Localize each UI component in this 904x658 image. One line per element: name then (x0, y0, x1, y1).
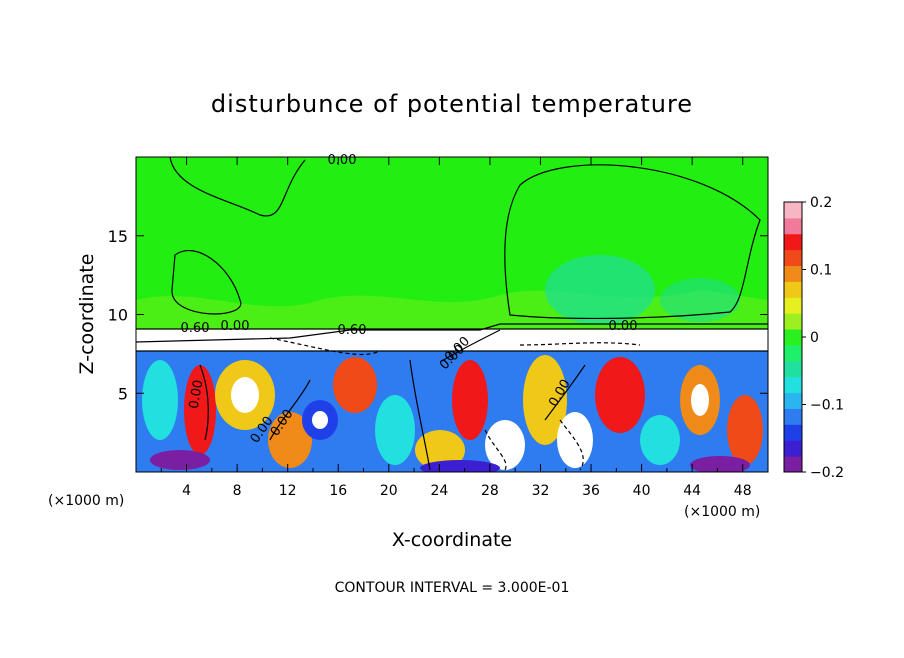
cool-patch-2 (660, 278, 740, 322)
x-tick-label: 20 (380, 483, 398, 499)
colorbar-swatch (784, 360, 802, 378)
x-tick-label: 8 (233, 483, 242, 499)
y-tick-label: 10 (108, 306, 128, 325)
colorbar-swatch (784, 329, 802, 346)
colorbar-swatch (784, 392, 802, 409)
colorbar-swatch (784, 265, 802, 282)
x-tick-label: 12 (279, 483, 297, 499)
y-tick-label: 5 (118, 384, 128, 403)
x-tick-label: 24 (430, 483, 448, 499)
y-axis-label: Z-coordinate (76, 254, 98, 375)
colorbar-swatch (784, 408, 802, 425)
y-tick-label: 15 (108, 227, 128, 246)
colorbar-swatch (784, 249, 802, 267)
contour-interval-footer: CONTOUR INTERVAL = 3.000E-01 (335, 580, 570, 596)
x-tick-label: 48 (734, 483, 752, 499)
x-tick-label: 32 (532, 483, 550, 499)
x-unit-right: (×1000 m) (684, 504, 760, 520)
colorbar-swatch (784, 344, 802, 362)
contour-label: 0.00 (221, 319, 250, 334)
colorbar-swatch (784, 281, 802, 298)
x-tick-label: 40 (633, 483, 651, 499)
inversion-band (136, 329, 768, 351)
plot-area (136, 157, 768, 472)
colorbar: 0.2 0.1 0 −0.1 −0.2 (783, 195, 844, 481)
cool-patch (545, 255, 655, 325)
turbulence-blobs (142, 355, 763, 472)
x-tick-label: 36 (582, 483, 600, 499)
contour-label: 0.60 (181, 321, 210, 336)
colorbar-swatch (784, 440, 802, 457)
x-unit-left: (×1000 m) (48, 493, 124, 509)
colorbar-tick-label: −0.1 (810, 398, 844, 414)
colorbar-tick-label: 0.2 (810, 195, 832, 211)
contour-label: 0.00 (609, 319, 638, 334)
colorbar-swatch (784, 376, 802, 394)
colorbar-tick-label: −0.2 (810, 465, 844, 481)
x-axis-label: X-coordinate (392, 529, 512, 551)
x-tick-label: 4 (182, 483, 191, 499)
colorbar-swatch (784, 217, 802, 235)
contour-label: 0.00 (328, 153, 357, 168)
colorbar-swatch (784, 233, 802, 251)
x-tick-label: 44 (683, 483, 701, 499)
colorbar-swatch (784, 297, 802, 314)
x-tick-label: 16 (329, 483, 347, 499)
colorbar-tick-label: 0 (810, 330, 819, 346)
contour-lines (136, 157, 768, 471)
contour-label: 0.00 (187, 379, 207, 410)
contour-label: 0.60 (338, 323, 367, 338)
colorbar-swatch (784, 456, 802, 473)
x-tick-label: 28 (481, 483, 499, 499)
chart-title: disturbunce of potential temperature (211, 90, 693, 118)
colorbar-swatch (784, 424, 802, 441)
colorbar-swatch (784, 313, 802, 330)
colorbar-swatch (784, 202, 802, 219)
colorbar-tick-label: 0.1 (810, 263, 832, 279)
